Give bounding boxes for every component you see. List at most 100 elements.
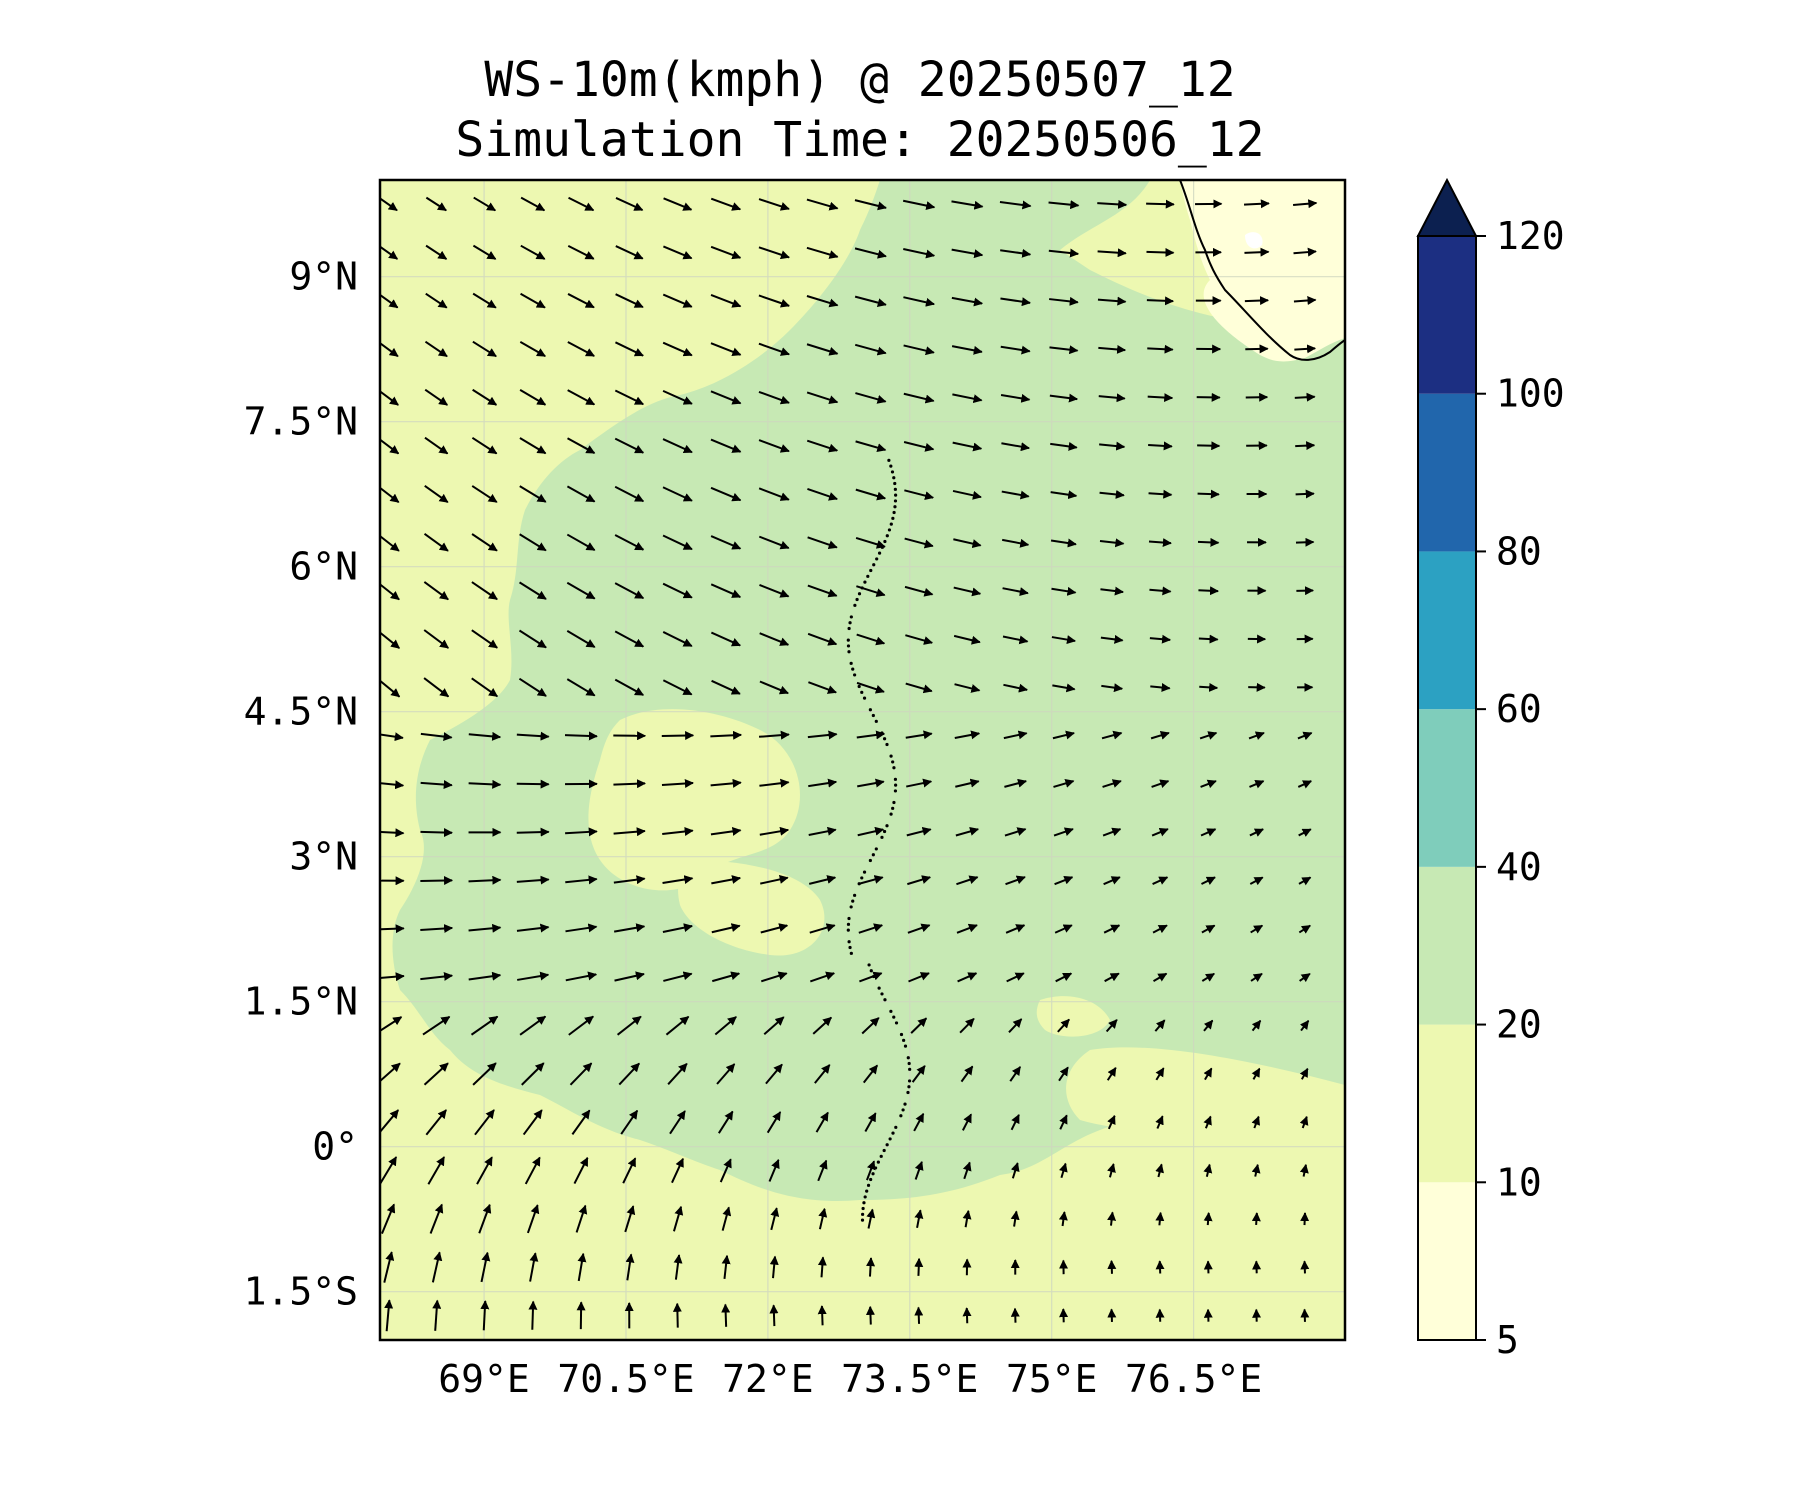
atoll-dot [853,603,857,607]
wind-vector-arrow [1097,296,1127,306]
wind-vector-arrow [961,1113,973,1131]
wind-vector-arrow [710,486,742,502]
wind-vector-arrow [1200,779,1217,789]
wind-vector-arrow [613,875,646,885]
wind-vector-arrow [573,1156,589,1185]
wind-vector-arrow [807,632,838,646]
atoll-dot [846,638,850,642]
wind-vector-arrow [625,1253,635,1281]
wind-vector-arrow [384,1299,394,1332]
wind-vector-arrow [865,1305,875,1325]
wind-vector-arrow [420,780,453,790]
wind-vector-arrow [807,488,838,501]
wind-vector-arrow [1300,1212,1310,1226]
wind-vector-arrow [1249,828,1264,837]
wind-vector-arrow [758,198,790,211]
wind-vector-arrow [759,583,790,598]
wind-vector-arrow [519,485,547,503]
wind-vector-arrow [760,923,789,934]
colorbar-label: 120 [1496,214,1565,258]
speed-band-20-40 [392,180,1345,1201]
atoll-dot [903,1102,907,1106]
wind-vector-arrow [380,197,398,212]
atoll-dot [883,539,887,544]
wind-vector-arrow [662,875,694,885]
wind-vector-arrow [1009,1066,1022,1082]
atoll-dot [871,1172,875,1176]
wind-vector-arrow [759,680,789,695]
atoll-dot [890,470,895,474]
wind-vector-arrow [1050,490,1078,500]
wind-vector-arrow [1101,730,1123,740]
atoll-dot [907,1061,911,1066]
wind-vector-arrow [1155,1115,1164,1129]
atoll-dot [851,899,855,903]
colorbar: 5 10 20 40 60 80 100 120 [1416,177,1565,1362]
wind-vector-arrow [624,1205,636,1233]
wind-vector-arrow [1150,683,1171,692]
wind-vector-arrow [817,1159,828,1182]
wind-vector-arrow [383,1251,395,1283]
wind-vector-arrow [529,1252,539,1282]
wind-vector-arrow [856,633,886,646]
wind-vector-arrow [817,1305,827,1326]
wind-vector-arrow [522,1109,543,1136]
atoll-dot [877,986,881,990]
wind-vector-arrow [1155,1211,1165,1226]
wind-vector-arrow [1150,731,1170,740]
atoll-dot [847,916,851,921]
wind-vector-arrow [711,679,741,695]
colorbar-segment [1418,551,1476,710]
wind-vector-arrow [719,1158,732,1183]
wind-vector-arrow [476,1156,493,1185]
wind-vector-arrow [471,629,498,649]
wind-vector-arrow [424,484,449,504]
wind-vector-arrow [519,437,547,455]
wind-vector-arrow [1054,875,1074,886]
wind-vector-arrow [766,1111,782,1134]
wind-vector-arrow [472,244,497,260]
wind-vector-arrow [952,441,983,452]
wind-vector-arrow [951,200,984,210]
wind-vector-arrow [711,923,741,934]
atoll-dot [855,597,859,602]
wind-vector-arrow [1098,344,1127,354]
wind-vector-arrow [567,389,596,406]
wind-vector-arrow [903,392,935,404]
atoll-dot [894,783,898,787]
atoll-dot [848,621,852,625]
wind-vector-arrow [566,533,596,551]
wind-vector-arrow [663,245,693,260]
wind-vector-arrow [710,826,742,836]
colorbar-frame [1417,235,1477,1341]
wind-vector-arrow [471,677,499,698]
wind-vector-arrow [471,485,498,503]
atoll-dot [861,1206,865,1211]
wind-vector-arrow [1198,634,1219,644]
wind-vector-arrow [662,631,693,647]
wind-vector-arrow [468,923,502,933]
wind-vector-arrow [1005,924,1026,934]
wind-vector-arrow [856,585,886,597]
wind-vector-arrow [566,630,596,648]
wind-vector-arrow [710,631,741,647]
wind-vector-arrow [953,586,982,597]
wind-vector-arrow [1004,827,1027,837]
wind-vector-arrow [424,436,449,455]
wind-vector-arrow [859,971,883,983]
wind-vector-arrow [1010,1114,1020,1131]
wind-vector-arrow [618,1062,640,1086]
wind-vector-arrow [1197,537,1220,547]
wind-vector-arrow [516,731,550,741]
wind-vector-arrow [614,389,644,406]
wind-vector-arrow [864,1112,877,1133]
land-region [1180,180,1345,362]
wind-vector-arrow [380,341,399,358]
atoll-dot [862,870,867,874]
wind-vector-arrow [521,1062,545,1086]
atoll-dot [863,1195,867,1199]
atoll-dot [908,1067,912,1071]
wind-vector-arrow [1000,297,1031,307]
wind-vector-arrow [616,1015,642,1036]
wind-vector-arrow [519,1015,547,1036]
